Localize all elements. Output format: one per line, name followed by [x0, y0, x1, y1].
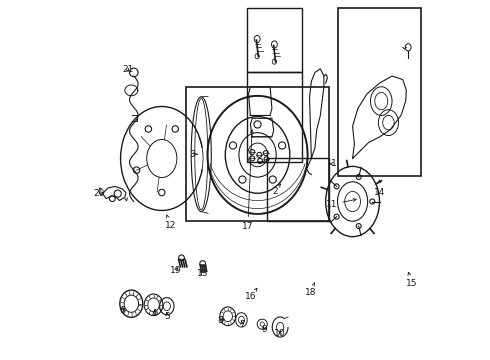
Text: 11: 11 [326, 199, 356, 209]
Text: 15: 15 [406, 272, 418, 288]
Text: 7: 7 [239, 320, 245, 329]
Text: 18: 18 [304, 283, 316, 297]
Text: 8: 8 [218, 316, 224, 325]
Text: 5: 5 [164, 312, 170, 321]
Text: 16: 16 [245, 288, 257, 301]
Text: 9: 9 [262, 325, 268, 334]
Text: 19: 19 [170, 266, 181, 275]
Text: 4: 4 [152, 309, 157, 318]
Text: 20: 20 [94, 189, 105, 198]
Bar [186, 87, 329, 221]
Text: 13: 13 [197, 269, 208, 278]
Bar [267, 158, 329, 221]
Text: 12: 12 [165, 215, 176, 230]
Text: 17: 17 [242, 130, 254, 231]
Text: 2: 2 [272, 184, 280, 196]
Bar [247, 72, 302, 162]
Text: 10: 10 [274, 329, 286, 338]
Text: 14: 14 [374, 180, 385, 197]
Text: 6: 6 [120, 306, 125, 315]
Bar [247, 8, 302, 72]
Text: 1: 1 [330, 159, 337, 168]
Text: 3: 3 [189, 150, 197, 159]
Text: 21: 21 [122, 65, 133, 74]
Bar [338, 8, 421, 176]
